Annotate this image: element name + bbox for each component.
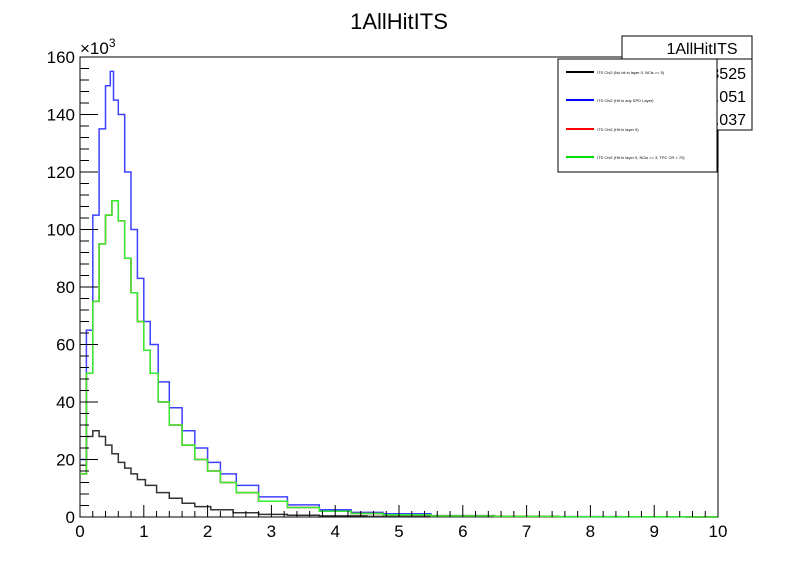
y-tick-label: 40 <box>56 393 75 412</box>
y-tick-label: 100 <box>47 221 75 240</box>
stats-title: 1AllHitITS <box>666 41 737 58</box>
series-line-3 <box>80 200 718 518</box>
x-tick-label: 4 <box>330 522 339 541</box>
x-tick-label: 6 <box>458 522 467 541</box>
x-tick-label: 7 <box>522 522 531 541</box>
x-tick-label: 8 <box>586 522 595 541</box>
legend-label-2: ITS Chi2 (Hit in layer 0) <box>597 127 639 132</box>
y-tick-label: 20 <box>56 451 75 470</box>
series-line-2 <box>80 200 718 518</box>
y-tick-label: 80 <box>56 278 75 297</box>
legend-label-0: ITS Chi2 (No hit in layer 0, NCls >= 5) <box>597 70 665 75</box>
x-tick-label: 1 <box>139 522 148 541</box>
x-tick-label: 5 <box>394 522 403 541</box>
legend-label-3: ITS Chi2 (Hit in layer 0, NCls >= 3, TPC… <box>597 155 685 160</box>
legend-frame <box>557 58 718 173</box>
x-tick-label: 0 <box>75 522 84 541</box>
x-tick-label: 9 <box>649 522 658 541</box>
y-multiplier-base: ×10 <box>80 39 109 58</box>
y-tick-label: 60 <box>56 336 75 355</box>
y-multiplier-exponent: 3 <box>109 36 116 50</box>
y-tick-label: 140 <box>47 106 75 125</box>
series-line-0 <box>80 430 718 518</box>
series-layer <box>80 70 718 518</box>
y-tick-label: 120 <box>47 163 75 182</box>
x-tick-label: 3 <box>267 522 276 541</box>
legend-label-1: ITS Chi2 (Hit in any SPD Layer) <box>597 98 654 103</box>
x-tick-label: 2 <box>203 522 212 541</box>
chart-title: 1AllHitITS <box>350 9 448 34</box>
x-tick-label: 10 <box>709 522 728 541</box>
y-multiplier: ×103 <box>80 36 116 58</box>
y-tick-label: 160 <box>47 48 75 67</box>
legend: ITS Chi2 (No hit in layer 0, NCls >= 5) … <box>557 58 718 173</box>
y-tick-label: 0 <box>66 508 75 527</box>
